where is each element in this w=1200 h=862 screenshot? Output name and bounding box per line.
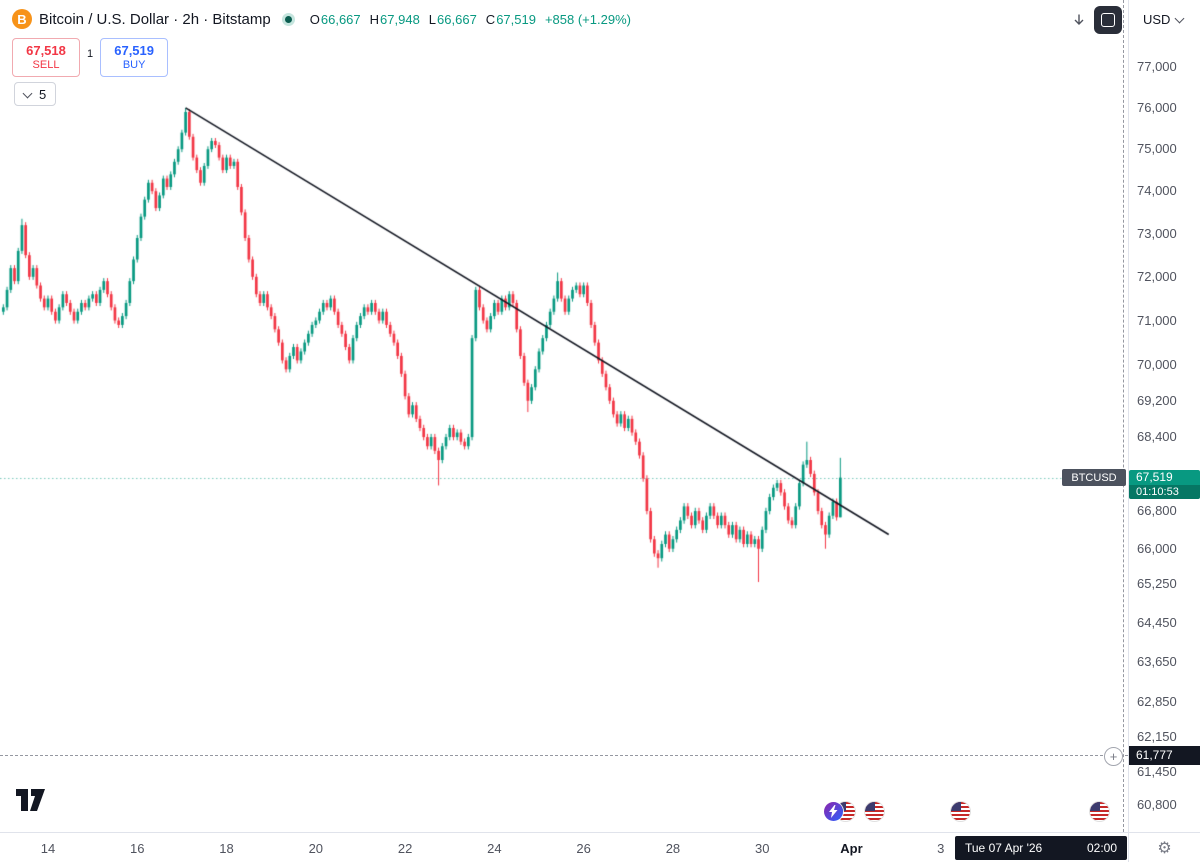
price-tick: 76,000 bbox=[1137, 99, 1177, 115]
crosshair-vertical-line bbox=[1123, 0, 1125, 832]
plus-icon: + bbox=[1109, 748, 1118, 764]
price-tick: 64,450 bbox=[1137, 614, 1177, 630]
time-tick: 3 bbox=[937, 841, 945, 856]
time-tick: 18 bbox=[219, 841, 234, 856]
price-tick: 63,650 bbox=[1137, 654, 1177, 670]
crosshair-date: Tue 07 Apr '26 bbox=[965, 841, 1043, 855]
collapsed-toolbar-chip[interactable]: 5 bbox=[14, 82, 57, 106]
price-tick: 65,250 bbox=[1137, 576, 1177, 592]
open-label: O bbox=[309, 11, 320, 27]
sell-price: 67,518 bbox=[26, 43, 66, 59]
download-icon bbox=[1074, 14, 1084, 25]
last-price-value: 67,519 bbox=[1136, 469, 1173, 484]
us-flag-event-icon[interactable] bbox=[1090, 802, 1109, 821]
candlestick-chart[interactable] bbox=[0, 0, 1128, 832]
time-tick: 20 bbox=[308, 841, 324, 856]
price-tick: 75,000 bbox=[1137, 141, 1177, 157]
price-tick: 61,450 bbox=[1137, 763, 1177, 779]
change-value: +858 (+1.29%) bbox=[544, 11, 631, 27]
close-label: C bbox=[485, 11, 496, 27]
time-tick: 14 bbox=[40, 841, 56, 856]
symbol-chip: BTCUSD bbox=[1062, 469, 1126, 487]
market-status-icon[interactable] bbox=[281, 12, 295, 26]
crosshair-horizontal-line bbox=[0, 755, 1128, 757]
download-button[interactable] bbox=[1066, 7, 1092, 33]
price-tick: 66,000 bbox=[1137, 540, 1177, 556]
price-tick: 72,000 bbox=[1137, 268, 1177, 284]
crosshair-price-badge: 61,777 bbox=[1129, 745, 1200, 765]
screenshot-button[interactable] bbox=[1094, 6, 1122, 34]
open-value: 66,667 bbox=[320, 11, 361, 27]
crosshair-price-value: 61,777 bbox=[1136, 748, 1173, 763]
us-flag-event-icon[interactable] bbox=[951, 802, 970, 821]
price-tick: 62,850 bbox=[1137, 693, 1177, 709]
symbol-title[interactable]: Bitcoin / U.S. Dollar · 2h · Bitstamp bbox=[39, 10, 271, 28]
trade-buttons: 67,518 SELL 1 67,519 BUY bbox=[12, 38, 169, 77]
flag-canton bbox=[1090, 802, 1101, 811]
price-tick: 62,150 bbox=[1137, 728, 1177, 744]
price-tick: 74,000 bbox=[1137, 183, 1177, 199]
time-tick: 26 bbox=[576, 841, 591, 856]
last-price-badge: 67,519 01:10:53 bbox=[1129, 469, 1200, 499]
plus-circle-button[interactable]: + bbox=[1104, 746, 1123, 766]
time-tick: 24 bbox=[487, 841, 502, 856]
buy-button[interactable]: 67,519 BUY bbox=[100, 38, 169, 77]
price-tick: 77,000 bbox=[1137, 59, 1177, 74]
close-value: 67,519 bbox=[496, 11, 536, 27]
crosshair-date-badge: Tue 07 Apr '26 02:00 bbox=[955, 836, 1127, 860]
axis-corner: ⚙ bbox=[1129, 832, 1200, 862]
price-tick: 69,200 bbox=[1137, 392, 1177, 408]
price-tick: 73,000 bbox=[1137, 225, 1177, 241]
flag-canton bbox=[951, 802, 962, 811]
bitcoin-logo-icon: B bbox=[12, 9, 32, 29]
high-label: H bbox=[369, 11, 380, 27]
ohlc-values: O66,667 H67,948 L66,667 C67,519 +858 (+1… bbox=[310, 12, 631, 27]
price-tick: 71,000 bbox=[1137, 312, 1177, 328]
flag-canton bbox=[865, 802, 876, 811]
symbol-chip-text: BTCUSD bbox=[1071, 471, 1117, 484]
lightning-event-icon[interactable] bbox=[824, 802, 843, 821]
currency-value: USD bbox=[1143, 12, 1171, 27]
buy-label: BUY bbox=[122, 58, 146, 71]
time-axis[interactable]: Tue 07 Apr '26 02:00 14 16 18 20 22 24 26 28 30 A… bbox=[0, 832, 1128, 862]
low-label: L bbox=[428, 11, 437, 27]
chart-legend: B Bitcoin / U.S. Dollar · 2h · Bitstamp … bbox=[12, 9, 631, 29]
chevron-down-icon bbox=[22, 88, 33, 98]
high-value: 67,948 bbox=[380, 11, 420, 27]
gear-icon[interactable]: ⚙ bbox=[1157, 840, 1172, 857]
sell-label: SELL bbox=[32, 58, 60, 71]
time-tick: Apr bbox=[840, 841, 863, 856]
time-tick: 28 bbox=[665, 841, 681, 856]
buy-price: 67,519 bbox=[114, 43, 154, 59]
toolbar-chip-value: 5 bbox=[39, 86, 47, 102]
crosshair-time: 02:00 bbox=[1086, 841, 1117, 855]
currency-selector[interactable]: USD bbox=[1143, 12, 1185, 27]
low-value: 66,667 bbox=[437, 11, 477, 27]
currency-chevron-icon bbox=[1175, 13, 1185, 24]
bar-countdown: 01:10:53 bbox=[1129, 484, 1200, 499]
us-flag-event-icon[interactable] bbox=[865, 802, 884, 821]
price-tick: 70,000 bbox=[1137, 356, 1177, 372]
tradingview-logo[interactable] bbox=[16, 789, 46, 816]
price-tick: 60,800 bbox=[1137, 797, 1177, 813]
time-tick: 16 bbox=[130, 841, 145, 856]
spread-value: 1 bbox=[87, 48, 94, 60]
price-tick: 68,400 bbox=[1137, 429, 1177, 445]
time-tick: 22 bbox=[397, 841, 413, 856]
sell-button[interactable]: 67,518 SELL bbox=[12, 38, 80, 77]
screenshot-icon bbox=[1101, 13, 1115, 27]
price-axis[interactable]: 77,000 76,000 75,000 74,000 73,000 72,000 71,0… bbox=[1128, 0, 1200, 862]
time-tick: 30 bbox=[754, 841, 770, 856]
price-tick: 66,800 bbox=[1137, 503, 1177, 519]
